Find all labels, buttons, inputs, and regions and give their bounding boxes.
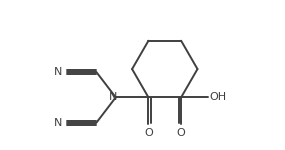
Text: N: N xyxy=(109,92,117,102)
Text: N: N xyxy=(54,118,62,128)
Text: OH: OH xyxy=(210,92,227,102)
Text: N: N xyxy=(54,67,62,77)
Text: O: O xyxy=(144,128,153,138)
Text: O: O xyxy=(177,128,186,138)
